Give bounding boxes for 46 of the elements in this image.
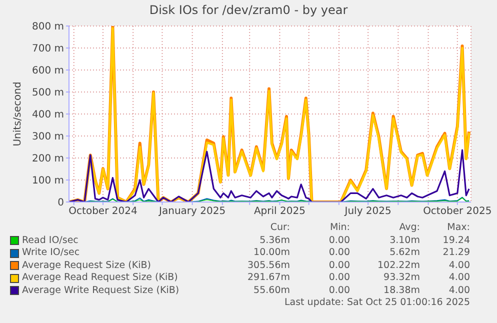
y-tick-label: 800 m: [32, 22, 64, 33]
text: 0.00: [328, 272, 350, 284]
text: 305.56m: [246, 260, 290, 272]
text: 5.36m: [258, 234, 290, 247]
text: Last update: Sat Oct 25 01:00:16 2025: [283, 297, 470, 308]
text: 55.60m: [252, 284, 290, 297]
y-axis-title: Units/second: [12, 82, 24, 146]
x-tick-label: July 2025: [344, 206, 392, 218]
text: 5.62m: [388, 247, 420, 260]
y-tick-label: 700 m: [32, 44, 64, 55]
y-tick-label: 200 m: [32, 154, 64, 165]
text: 0.00: [328, 260, 350, 272]
y-tick-label: 600 m: [32, 66, 64, 77]
x-tick-label: April 2025: [254, 206, 306, 218]
text: Min:: [328, 222, 350, 234]
text: 93.32m: [382, 272, 420, 284]
x-tick-label: January 2025: [158, 206, 226, 218]
x-tick-label: October 2025: [423, 206, 492, 218]
text: 4.00: [448, 272, 470, 284]
y-tick-label: 400 m: [32, 110, 64, 121]
legend-label: Average Request Size (KiB): [21, 260, 152, 272]
text: 0.00: [328, 234, 350, 247]
text: 0.00: [328, 247, 350, 260]
text: 4.00: [448, 284, 470, 297]
y-tick-label: 0: [58, 198, 64, 209]
y-tick-label: 300 m: [32, 132, 64, 143]
x-tick-label: October 2024: [68, 206, 138, 218]
text: 291.67m: [246, 272, 290, 284]
text: 0.00: [328, 284, 350, 297]
text: 3.10m: [388, 234, 420, 247]
text: 4.00: [448, 260, 470, 272]
text: 21.29: [442, 247, 470, 260]
text: 102.22m: [376, 260, 420, 272]
text: Cur:: [269, 222, 290, 234]
legend-label: Average Write Request Size (KiB): [21, 284, 180, 297]
legend-label: Average Read Request Size (KiB): [21, 272, 179, 284]
text: Max:: [446, 222, 470, 234]
text: Avg:: [398, 222, 420, 234]
text: 18.38m: [382, 284, 420, 297]
legend-label: Write IO/sec: [21, 247, 81, 260]
chart-title: Disk IOs for /dev/zram0 - by year: [148, 3, 349, 17]
legend-label: Read IO/sec: [21, 234, 80, 247]
text: 10.00m: [252, 247, 290, 260]
text: 19.24: [442, 234, 470, 247]
y-tick-label: 500 m: [32, 88, 64, 99]
y-tick-label: 100 m: [32, 176, 64, 187]
